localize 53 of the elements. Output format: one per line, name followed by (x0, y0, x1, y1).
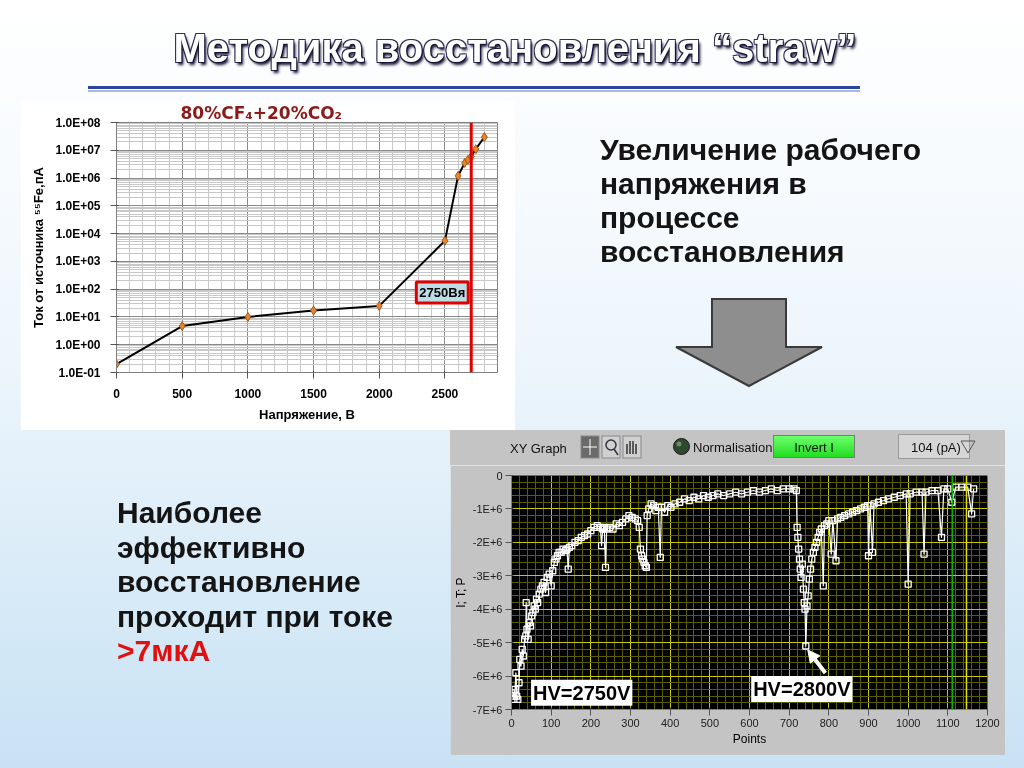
x-tick-label: 1200 (975, 716, 1000, 729)
text: 104 (pA) (898, 434, 970, 459)
x-tick-label: 0 (113, 386, 121, 401)
x-tick-label: 300 (621, 716, 640, 729)
x-tick-label: 1000 (895, 716, 921, 729)
chart-title: 80%CF₄+20%CO₂ (180, 102, 343, 123)
y-tick-label: 1.0E+01 (55, 309, 101, 324)
text: Наиболее эффективно восстановление проходит при токе (117, 496, 394, 634)
x-tick-label: 1100 (936, 716, 960, 729)
x-tick-label: 2000 (365, 386, 393, 401)
annotation: HV=2750V (533, 681, 632, 704)
y-tick-label: 1.0E+02 (55, 282, 101, 297)
text: >7мкА (117, 634, 212, 669)
y-tick-label: 1.0E+06 (55, 171, 101, 186)
ref-line-label: 2750Вя (419, 285, 466, 300)
x-axis-title: Points (732, 731, 767, 746)
x-tick-label: 2500 (431, 386, 459, 401)
annotation: HV=2800V (753, 677, 852, 700)
y-tick-label: -6E+6 (472, 670, 503, 683)
y-axis-title: I; T; P (453, 577, 468, 608)
x-tick-label: 100 (541, 716, 561, 729)
y-tick-label: -3E+6 (472, 569, 503, 582)
x-tick-label: 900 (859, 716, 878, 729)
text: Методика восстановления “straw” (172, 25, 858, 76)
x-tick-label: 500 (700, 716, 720, 729)
chart-title: XY Graph (510, 440, 567, 458)
x-tick-label: 1000 (234, 386, 262, 401)
y-tick-label: -4E+6 (472, 603, 503, 616)
x-tick-label: 500 (172, 386, 193, 401)
y-tick-label: 1.0E+00 (55, 337, 101, 352)
y-tick-label: -5E+6 (472, 636, 503, 649)
x-tick-label: 800 (819, 716, 839, 729)
x-tick-label: 1500 (300, 386, 328, 401)
y-tick-label: -7E+6 (472, 703, 503, 716)
text: Normalisation (693, 439, 773, 457)
x-axis-title: Напряжение, В (259, 406, 355, 422)
y-tick-label: 1.0E+05 (55, 198, 101, 213)
x-tick-label: 400 (660, 716, 680, 729)
y-tick-label: -2E+6 (472, 536, 503, 549)
y-tick-label: -1E+6 (472, 502, 503, 515)
text: Увеличение рабочего напряжения в процессе восстановления (600, 133, 923, 269)
x-tick-label: 200 (581, 716, 601, 729)
y-tick-label: 1.0E+08 (55, 115, 101, 130)
y-tick-label: 0 (496, 469, 503, 482)
y-tick-label: 1.0E+07 (55, 143, 101, 158)
x-tick-label: 700 (779, 716, 799, 729)
y-tick-label: 1.0E+04 (55, 226, 101, 241)
x-tick-label: 0 (508, 716, 515, 729)
y-tick-label: 1.0E-01 (58, 365, 101, 380)
text: Invert I (773, 435, 855, 458)
y-axis-title: Ток от источника ⁵⁵Fe,пА (31, 166, 47, 328)
y-tick-label: 1.0E+03 (55, 254, 101, 269)
x-tick-label: 600 (740, 716, 759, 729)
